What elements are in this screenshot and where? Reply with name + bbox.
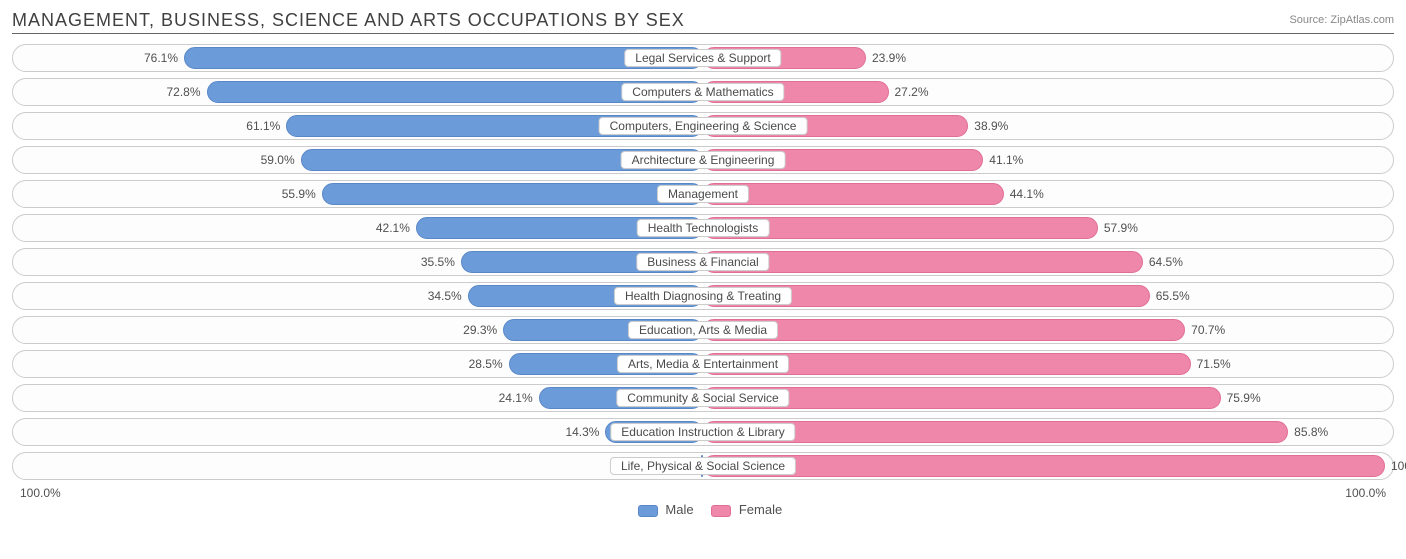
chart-row: 76.1% 23.9% Legal Services & Support	[12, 44, 1394, 72]
pct-label-male: 59.0%	[261, 153, 295, 167]
category-label: Computers & Mathematics	[621, 83, 784, 101]
pct-label-female: 64.5%	[1149, 255, 1183, 269]
chart-rows: 76.1% 23.9% Legal Services & Support 72.8% 2…	[12, 44, 1394, 480]
category-label: Education Instruction & Library	[610, 423, 795, 441]
source-label: Source:	[1289, 14, 1327, 26]
category-label: Life, Physical & Social Science	[610, 457, 796, 475]
pct-label-female: 23.9%	[872, 51, 906, 65]
pct-label-male: 29.3%	[463, 323, 497, 337]
pct-label-male: 72.8%	[166, 85, 200, 99]
category-label: Management	[657, 185, 749, 203]
category-label: Community & Social Service	[616, 389, 789, 407]
pct-label-male: 35.5%	[421, 255, 455, 269]
chart-row: 55.9% 44.1% Management	[12, 180, 1394, 208]
source-name: ZipAtlas.com	[1330, 14, 1394, 26]
pct-label-female: 27.2%	[895, 85, 929, 99]
chart-header: MANAGEMENT, BUSINESS, SCIENCE AND ARTS O…	[12, 10, 1394, 34]
pct-label-male: 24.1%	[499, 391, 533, 405]
pct-label-male: 76.1%	[144, 51, 178, 65]
chart-row: 72.8% 27.2% Computers & Mathematics	[12, 78, 1394, 106]
pct-label-female: 65.5%	[1156, 289, 1190, 303]
category-label: Legal Services & Support	[624, 49, 781, 67]
pct-label-male: 55.9%	[282, 187, 316, 201]
bar-female	[703, 455, 1385, 477]
pct-label-female: 57.9%	[1104, 221, 1138, 235]
chart-row: 42.1% 57.9% Health Technologists	[12, 214, 1394, 242]
pct-label-female: 41.1%	[989, 153, 1023, 167]
pct-label-male: 28.5%	[469, 357, 503, 371]
chart-row: 24.1% 75.9% Community & Social Service	[12, 384, 1394, 412]
chart-row: 28.5% 71.5% Arts, Media & Entertainment	[12, 350, 1394, 378]
legend-swatch-male	[638, 505, 658, 517]
category-label: Business & Financial	[636, 253, 769, 271]
chart-source: Source: ZipAtlas.com	[1289, 10, 1394, 26]
pct-label-female: 44.1%	[1010, 187, 1044, 201]
category-label: Computers, Engineering & Science	[599, 117, 808, 135]
legend-label-male: Male	[665, 502, 693, 517]
chart-title: MANAGEMENT, BUSINESS, SCIENCE AND ARTS O…	[12, 10, 685, 31]
pct-label-female: 75.9%	[1227, 391, 1261, 405]
chart-row: 35.5% 64.5% Business & Financial	[12, 248, 1394, 276]
pct-label-male: 42.1%	[376, 221, 410, 235]
chart-row: 59.0% 41.1% Architecture & Engineering	[12, 146, 1394, 174]
chart-row: 0.0%100.0%Life, Physical & Social Scienc…	[12, 452, 1394, 480]
category-label: Architecture & Engineering	[621, 151, 786, 169]
pct-label-male: 34.5%	[428, 289, 462, 303]
pct-label-female: 85.8%	[1294, 425, 1328, 439]
pct-label-male: 14.3%	[565, 425, 599, 439]
category-label: Education, Arts & Media	[628, 321, 778, 339]
pct-label-female: 100.0%	[1391, 459, 1406, 473]
category-label: Health Diagnosing & Treating	[614, 287, 792, 305]
chart-row: 29.3% 70.7% Education, Arts & Media	[12, 316, 1394, 344]
chart-row: 14.3% 85.8% Education Instruction & Librar…	[12, 418, 1394, 446]
category-label: Health Technologists	[637, 219, 770, 237]
axis-labels: 100.0% 100.0%	[12, 486, 1394, 500]
legend: Male Female	[12, 502, 1394, 517]
axis-left: 100.0%	[20, 486, 61, 500]
pct-label-female: 71.5%	[1197, 357, 1231, 371]
chart-row: 34.5% 65.5% Health Diagnosing & Treating	[12, 282, 1394, 310]
category-label: Arts, Media & Entertainment	[617, 355, 789, 373]
chart-row: 61.1% 38.9% Computers, Engineering & Scien…	[12, 112, 1394, 140]
axis-right: 100.0%	[1345, 486, 1386, 500]
legend-swatch-female	[711, 505, 731, 517]
pct-label-female: 70.7%	[1191, 323, 1225, 337]
bar-male	[322, 183, 703, 205]
pct-label-female: 38.9%	[974, 119, 1008, 133]
pct-label-male: 61.1%	[246, 119, 280, 133]
legend-label-female: Female	[739, 502, 782, 517]
